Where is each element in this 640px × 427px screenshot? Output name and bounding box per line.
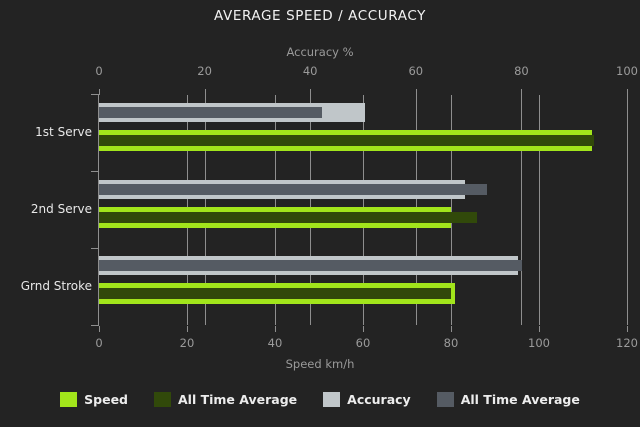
bottom-axis-tick-mark — [627, 326, 628, 332]
legend-swatch-icon — [436, 392, 454, 407]
bottom-axis-tick-label: 40 — [267, 336, 283, 350]
bar-accuracy-all-time-average — [99, 183, 488, 195]
bottom-axis-tick-mark — [187, 326, 188, 332]
top-axis-tick-label: 60 — [408, 64, 424, 78]
bottom-axis-tick-label: 20 — [179, 336, 195, 350]
legend-swatch-icon — [154, 392, 171, 407]
bar-speed-all-time-average — [99, 288, 451, 300]
chart-legend: Speed All Time Average Accuracy All Time Av… — [0, 392, 640, 407]
y-axis-tick-2 — [91, 248, 99, 249]
category-label-2: 2nd Serve — [30, 202, 92, 216]
bottom-axis-tick-label: 0 — [95, 336, 103, 350]
chart-title: AVERAGE SPEED / ACCURACY — [214, 8, 426, 24]
top-axis-tick-mark — [627, 89, 628, 95]
bottom-axis-tick-label: 120 — [616, 336, 638, 350]
legend-swatch-icon — [60, 392, 78, 407]
legend-item[interactable]: Speed — [60, 392, 128, 407]
top-axis-tick-label: 80 — [514, 64, 529, 78]
bar-speed-all-time-average — [99, 211, 478, 223]
top-axis-tick-mark — [415, 89, 417, 95]
gridline — [521, 95, 522, 325]
y-axis-line — [98, 94, 99, 326]
top-axis-tick-mark — [521, 89, 523, 95]
plot-area — [99, 95, 628, 325]
bottom-axis-tick-label: 80 — [443, 336, 459, 350]
bottom-axis-tick-mark — [363, 326, 364, 332]
bottom-axis-tick-label: 60 — [355, 336, 371, 350]
legend-swatch-icon — [323, 392, 341, 407]
legend-label: All Time Average — [460, 392, 580, 407]
top-axis-tick-label: 0 — [95, 64, 103, 78]
legend-label: Speed — [84, 392, 128, 407]
gridline — [451, 95, 452, 325]
bottom-axis-tick-label: 100 — [528, 336, 550, 350]
top-axis-tick-mark — [204, 89, 206, 95]
bottom-axis-tick-mark — [99, 326, 100, 332]
legend-item[interactable]: Accuracy — [323, 392, 411, 407]
top-axis-tick-label: 20 — [197, 64, 212, 78]
top-axis-tick-label: 40 — [302, 64, 318, 78]
top-axis-tick-mark — [310, 89, 312, 95]
y-axis-tick-top — [91, 94, 99, 95]
bottom-axis-tick-mark — [275, 326, 276, 332]
bar-accuracy-all-time-average — [99, 260, 522, 272]
bar-accuracy-all-time-average — [99, 107, 322, 118]
bottom-axis-label: Speed km/h — [285, 357, 355, 371]
legend-label: All Time Average — [178, 392, 298, 407]
top-axis-tick-label: 100 — [616, 64, 638, 78]
bar-speed-all-time-average — [99, 135, 594, 146]
top-axis-label: Accuracy % — [286, 45, 354, 59]
legend-item[interactable]: All Time Average — [154, 392, 297, 407]
y-axis-tick-1 — [91, 171, 99, 172]
bottom-axis-tick-mark — [451, 326, 452, 332]
top-axis-tick-mark — [99, 89, 100, 95]
category-label-1: 1st Serve — [35, 125, 92, 140]
y-axis-tick-bottom — [91, 325, 99, 326]
gridline — [627, 95, 628, 325]
gridline — [539, 95, 540, 325]
category-label-3: Grnd Stroke — [20, 278, 92, 293]
bottom-axis-tick-mark — [539, 326, 540, 332]
legend-label: Accuracy — [347, 392, 411, 407]
legend-item[interactable]: All Time Average — [436, 392, 580, 407]
